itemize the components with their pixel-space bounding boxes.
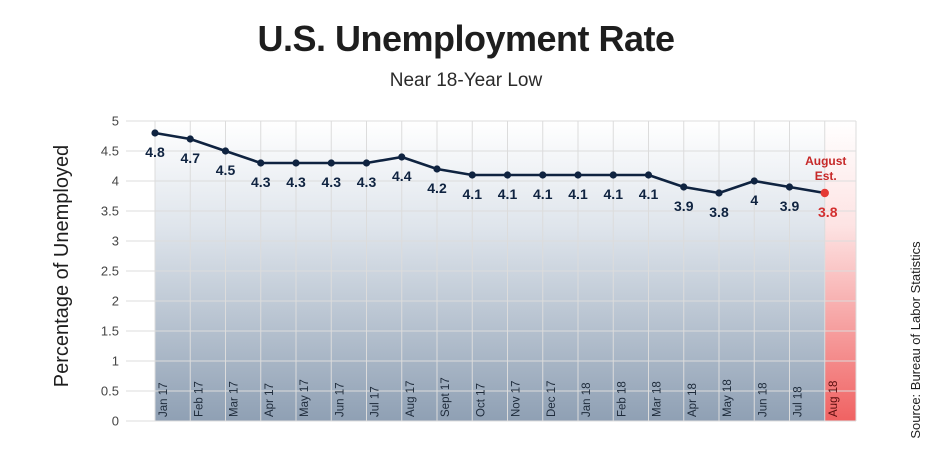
x-tick-label: Jan 17: [158, 382, 170, 417]
x-tick-label: Apr 18: [687, 383, 699, 417]
data-label: 4.1: [639, 186, 659, 202]
y-tick-label: 0.5: [101, 384, 119, 399]
data-label: 4.3: [286, 174, 306, 190]
data-point: [292, 159, 300, 167]
data-point: [186, 135, 194, 143]
data-label: 4.1: [604, 186, 624, 202]
y-tick-label: 3: [112, 234, 119, 249]
x-tick-label: Jun 17: [334, 382, 346, 417]
data-point: [221, 147, 230, 155]
data-point: [327, 159, 335, 167]
data-label: 4.3: [251, 174, 271, 190]
data-point: [680, 183, 688, 191]
data-point: [468, 171, 476, 179]
data-point: [574, 171, 582, 179]
x-tick-label: May 17: [299, 379, 311, 417]
data-point: [539, 171, 547, 179]
data-point: [609, 171, 617, 179]
data-label: 4.1: [568, 186, 588, 202]
series-line-path: [154, 131, 825, 195]
y-tick-label: 1.5: [101, 324, 119, 339]
data-label: 4: [750, 192, 758, 208]
y-tick-label: 0: [112, 414, 119, 429]
x-axis-ticks: Jan 17 Feb 17 Mar 17 Apr 17 May 17 Jun 17 Jul …: [158, 377, 840, 417]
data-point: [785, 183, 794, 191]
x-tick-label: Aug 17: [405, 381, 417, 417]
data-point: [151, 129, 159, 137]
x-tick-label: Feb 18: [616, 381, 628, 417]
data-point: [750, 177, 758, 185]
y-tick-label: 4: [112, 174, 119, 189]
data-point: [398, 153, 406, 161]
chart-title: U.S. Unemployment Rate: [257, 18, 675, 59]
data-label: 4.4: [392, 168, 412, 184]
y-axis-label: Percentage of Unemployed: [51, 145, 73, 387]
x-tick-label: Sept 17: [440, 377, 452, 417]
data-label: 3.9: [780, 198, 800, 214]
data-label: 4.1: [463, 186, 483, 202]
x-tick-label: Aug 18: [828, 381, 840, 417]
data-label: 4.7: [181, 150, 201, 166]
x-tick-label: Oct 17: [475, 383, 487, 417]
x-tick-label: Apr 17: [264, 383, 276, 417]
x-tick-label: Nov 17: [511, 381, 523, 417]
data-label: 4.3: [357, 174, 377, 190]
y-tick-label: 4.5: [101, 144, 119, 159]
estimate-note-line: August: [805, 154, 846, 168]
data-point: [503, 171, 512, 179]
x-tick-label: Mar 18: [652, 381, 664, 417]
estimate-data-label: 3.8: [818, 204, 838, 220]
x-tick-label: Jul 17: [370, 386, 382, 417]
gridlines: [126, 120, 857, 422]
y-tick-label: 5: [112, 114, 119, 129]
x-tick-label: Jun 18: [757, 382, 769, 417]
chart-subtitle: Near 18-Year Low: [389, 70, 543, 91]
data-point: [362, 159, 371, 167]
y-tick-label: 3.5: [101, 204, 119, 219]
x-tick-label: Feb 17: [193, 381, 205, 417]
y-tick-label: 2: [112, 294, 119, 309]
y-axis-ticks: 0 0.5 1 1.5 2 2.5 3 3.5 4 4.5 5: [101, 114, 119, 429]
data-label: 3.8: [709, 204, 729, 220]
data-point: [433, 165, 441, 173]
source-note: Source: Bureau of Labor Statistics: [908, 241, 923, 439]
x-tick-label: Jan 18: [581, 382, 593, 417]
data-label: 4.1: [533, 186, 553, 202]
data-point: [644, 171, 653, 179]
x-tick-label: May 18: [722, 379, 734, 417]
data-label: 4.3: [322, 174, 342, 190]
data-label: 3.9: [674, 198, 694, 214]
data-label: 4.5: [216, 162, 236, 178]
y-tick-label: 1: [112, 354, 119, 369]
series-line: [154, 131, 825, 195]
data-point: [715, 189, 723, 197]
estimate-point: [820, 188, 829, 198]
data-label: 4.2: [427, 180, 447, 196]
estimate-note-line: Est.: [815, 169, 837, 183]
y-tick-label: 2.5: [101, 264, 119, 279]
data-labels: 4.8 4.7 4.5 4.3 4.3 4.3 4.3 4.4 4.2 4.1 4.1 4.1 4.1 4…: [145, 144, 837, 220]
x-tick-label: Dec 17: [546, 381, 558, 417]
x-tick-label: Jul 18: [793, 386, 805, 417]
data-label: 4.1: [498, 186, 518, 202]
data-markers: [151, 129, 829, 198]
data-label: 4.8: [145, 144, 165, 160]
x-tick-label: Mar 17: [229, 381, 241, 417]
data-point: [257, 159, 265, 167]
